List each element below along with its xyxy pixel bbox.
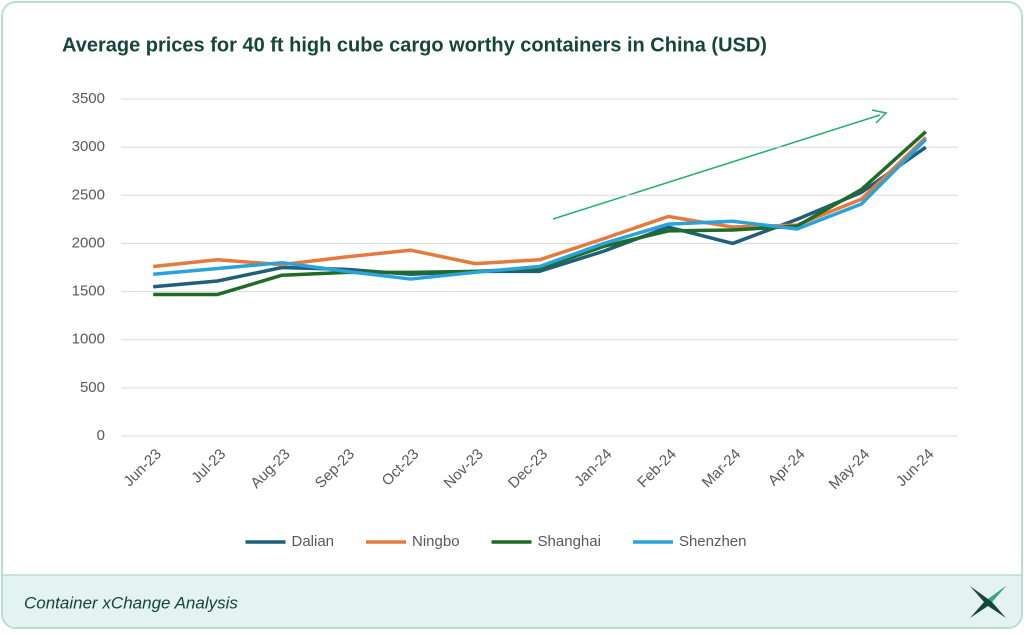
trend-arrow <box>552 114 881 220</box>
y-tick-label: 0 <box>97 427 105 444</box>
y-tick-label: 3500 <box>72 90 105 107</box>
trend-arrow-head <box>871 109 888 124</box>
logo <box>970 586 1006 618</box>
series-line <box>153 130 927 297</box>
y-tick-label: 3000 <box>72 138 105 155</box>
y-tick-label: 1000 <box>72 331 105 348</box>
y-tick-label: 500 <box>80 379 105 396</box>
footer-band <box>3 575 1021 627</box>
series-line <box>153 145 927 289</box>
chart-title: Average prices for 40 ft high cube cargo… <box>62 34 767 56</box>
series-line <box>153 138 928 281</box>
legend-label: Shenzhen <box>679 533 747 550</box>
legend-label: Ningbo <box>412 533 460 550</box>
footer-text: Container xChange Analysis <box>24 593 238 612</box>
legend-label: Dalian <box>291 533 334 550</box>
y-tick-label: 2500 <box>72 186 105 203</box>
y-tick-label: 2000 <box>72 234 105 251</box>
legend-label: Shanghai <box>538 533 601 550</box>
y-tick-label: 1500 <box>72 283 105 300</box>
